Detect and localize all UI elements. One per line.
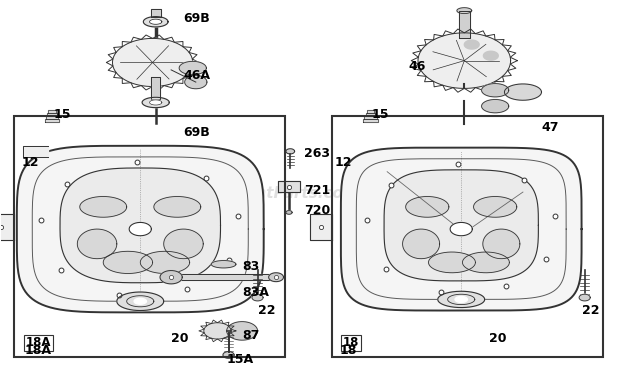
- Text: 20: 20: [489, 332, 507, 345]
- Polygon shape: [463, 252, 510, 273]
- Text: 87: 87: [242, 329, 260, 342]
- Polygon shape: [484, 51, 498, 60]
- Polygon shape: [142, 97, 169, 108]
- Polygon shape: [278, 181, 300, 192]
- Polygon shape: [474, 197, 516, 217]
- Polygon shape: [151, 77, 160, 100]
- Polygon shape: [402, 229, 440, 259]
- Polygon shape: [129, 222, 151, 236]
- Text: 22: 22: [257, 304, 275, 317]
- Text: 46A: 46A: [184, 69, 210, 82]
- Polygon shape: [428, 252, 476, 273]
- Polygon shape: [459, 11, 470, 38]
- Polygon shape: [483, 229, 520, 259]
- Polygon shape: [405, 197, 449, 217]
- Text: 18: 18: [340, 344, 357, 357]
- Polygon shape: [154, 197, 201, 217]
- Polygon shape: [17, 146, 264, 312]
- Polygon shape: [310, 214, 332, 240]
- Polygon shape: [171, 274, 276, 280]
- Polygon shape: [438, 291, 485, 308]
- Text: 263: 263: [304, 147, 330, 160]
- Polygon shape: [482, 100, 509, 113]
- Polygon shape: [151, 9, 161, 16]
- Polygon shape: [80, 197, 126, 217]
- Polygon shape: [227, 322, 257, 340]
- Polygon shape: [149, 100, 162, 105]
- Text: 12: 12: [335, 156, 352, 169]
- Polygon shape: [455, 297, 467, 303]
- Text: 83A: 83A: [242, 285, 269, 298]
- Text: 15: 15: [54, 108, 71, 121]
- Text: 18: 18: [343, 336, 359, 350]
- Text: 22: 22: [582, 304, 599, 317]
- Polygon shape: [179, 62, 206, 75]
- Text: 69B: 69B: [184, 126, 210, 140]
- Polygon shape: [286, 211, 292, 214]
- Text: 18A: 18A: [26, 336, 51, 350]
- Polygon shape: [268, 273, 283, 282]
- Polygon shape: [482, 84, 509, 97]
- Polygon shape: [47, 113, 57, 116]
- Polygon shape: [185, 75, 207, 89]
- Polygon shape: [48, 110, 56, 113]
- Polygon shape: [367, 110, 374, 113]
- Polygon shape: [204, 323, 231, 339]
- Text: 15: 15: [372, 108, 389, 121]
- Polygon shape: [164, 229, 203, 259]
- Polygon shape: [140, 251, 190, 273]
- Polygon shape: [252, 294, 263, 301]
- Polygon shape: [365, 116, 377, 119]
- Polygon shape: [117, 292, 164, 311]
- Text: ReplacementParts.com: ReplacementParts.com: [162, 186, 359, 201]
- Polygon shape: [579, 294, 590, 301]
- Polygon shape: [464, 40, 479, 49]
- Polygon shape: [223, 352, 234, 358]
- Polygon shape: [143, 16, 168, 27]
- Polygon shape: [78, 229, 117, 259]
- Text: 720: 720: [304, 204, 330, 217]
- Polygon shape: [23, 146, 48, 157]
- Polygon shape: [418, 33, 511, 88]
- Text: 12: 12: [22, 156, 39, 169]
- Text: 69B: 69B: [184, 12, 210, 25]
- Polygon shape: [384, 170, 538, 281]
- Polygon shape: [211, 261, 236, 268]
- Polygon shape: [134, 298, 146, 304]
- Text: 721: 721: [304, 184, 330, 197]
- Text: 15A: 15A: [227, 353, 254, 366]
- Polygon shape: [45, 119, 60, 122]
- Polygon shape: [60, 168, 221, 283]
- Polygon shape: [112, 38, 193, 87]
- Polygon shape: [160, 270, 182, 284]
- Polygon shape: [46, 116, 58, 119]
- Polygon shape: [363, 119, 378, 122]
- Polygon shape: [457, 8, 472, 13]
- Text: 46: 46: [409, 60, 426, 73]
- Polygon shape: [341, 148, 582, 311]
- Polygon shape: [505, 84, 541, 100]
- Text: 47: 47: [541, 121, 559, 134]
- Polygon shape: [149, 19, 162, 24]
- Text: 18A: 18A: [25, 344, 52, 357]
- Polygon shape: [286, 149, 294, 154]
- Text: 83: 83: [242, 260, 259, 273]
- Polygon shape: [450, 222, 472, 236]
- Polygon shape: [366, 113, 376, 116]
- Text: 20: 20: [171, 332, 188, 345]
- Polygon shape: [104, 251, 153, 273]
- Polygon shape: [0, 214, 14, 240]
